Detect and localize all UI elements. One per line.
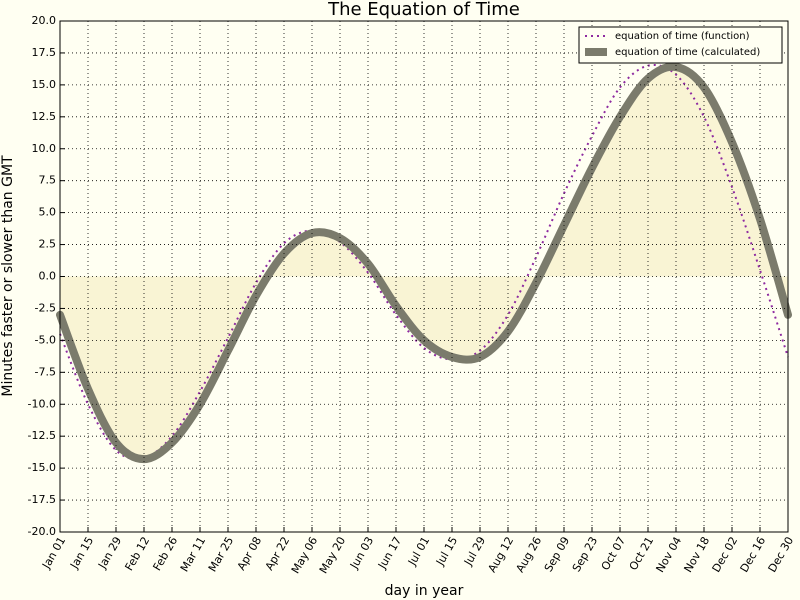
y-tick-label: 2.5: [39, 238, 57, 251]
y-axis-label: Minutes faster or slower than GMT: [0, 155, 16, 397]
y-tick-label: -20.0: [28, 525, 56, 538]
series-line: [56, 62, 792, 464]
area-fill: [60, 66, 788, 460]
plot-layer: [56, 62, 792, 464]
legend-label: equation of time (calculated): [615, 47, 760, 58]
y-tick-label: -5.0: [35, 333, 56, 346]
y-tick-label: 12.5: [32, 110, 57, 123]
chart-title: The Equation of Time: [327, 0, 520, 20]
x-axis-label: day in year: [385, 583, 464, 599]
legend-label: equation of time (function): [615, 31, 750, 42]
y-tick-label: 10.0: [32, 142, 57, 155]
y-tick-label: -2.5: [35, 301, 56, 314]
y-tick-label: -7.5: [35, 365, 56, 378]
y-tick-label: 7.5: [39, 174, 57, 187]
y-tick-label: -12.5: [28, 429, 56, 442]
y-tick-label: -17.5: [28, 493, 56, 506]
y-tick-label: -10.0: [28, 397, 56, 410]
y-tick-label: -15.0: [28, 461, 56, 474]
y-tick-label: 20.0: [32, 14, 57, 27]
y-tick-label: 5.0: [39, 206, 57, 219]
y-tick-label: 17.5: [32, 46, 57, 59]
legend-box: [578, 26, 783, 64]
plot-frame: [59, 20, 789, 533]
series-line: [59, 64, 789, 460]
y-tick-label: 0.0: [39, 270, 57, 283]
y-tick-label: 15.0: [32, 78, 57, 91]
